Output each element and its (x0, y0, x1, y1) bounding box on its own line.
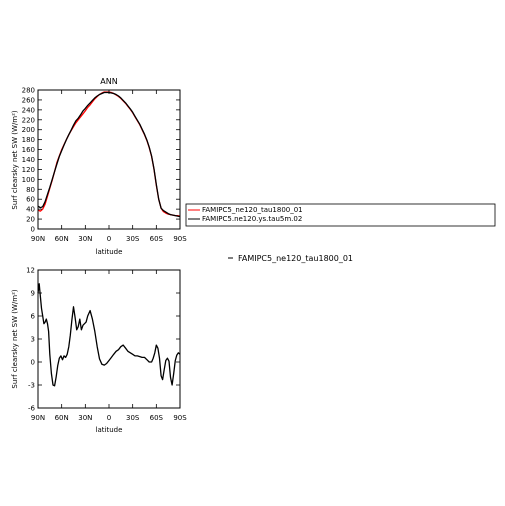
bottom-plot-frame (37, 269, 181, 409)
top-y-tick-label: 240 (22, 106, 35, 114)
top-y-tick-label: 60 (26, 196, 35, 204)
bottom-x-tick-label: 60N (55, 414, 69, 422)
bottom-x-tick-label: 60S (150, 414, 164, 422)
legend-frame (185, 203, 496, 227)
bottom-series-line-1 (37, 283, 181, 387)
top-x-tick-label: 90S (173, 235, 187, 243)
bottom-y-tick-label: 9 (31, 290, 35, 298)
top-y-tick-label: 0 (31, 226, 35, 234)
bottom-axes: 90N 60N 30N 0 30S 60S 90S -6 -3 0 3 6 9 12 (26, 267, 187, 423)
bottom-x-tick-label: 30S (126, 414, 140, 422)
top-x-tick-label: 60S (150, 235, 164, 243)
top-axes: 90N 60N 30N 0 30S 60S 90S 0 20 40 60 80 100 120 140 160… (22, 87, 188, 244)
bottom-x-axis-label: latitude (96, 426, 123, 434)
top-y-tick-label: 260 (22, 96, 35, 104)
diff-legend: FAMIPC5_ne120_tau1800_01 (228, 254, 353, 263)
top-y-tick-label: 280 (22, 87, 35, 95)
bottom-y-tick-label: 6 (31, 313, 36, 321)
bottom-x-tick-label: 90N (31, 414, 45, 422)
top-x-tick-label: 60N (55, 235, 69, 243)
top-y-tick-label: 140 (22, 156, 35, 164)
top-x-tick-label: 30N (78, 235, 92, 243)
bottom-x-tick-label: 30N (78, 414, 92, 422)
legend-label-2: FAMIPC5.ne120.ys.tau5m.02 (202, 215, 302, 223)
bottom-series-group (37, 283, 181, 387)
bottom-x-tick-label: 0 (107, 414, 111, 422)
top-x-tick-label: 90N (31, 235, 45, 243)
top-y-tick-label: 100 (22, 176, 35, 184)
top-y-tick-label: 220 (22, 116, 35, 124)
bottom-y-tick-label: 0 (31, 359, 35, 367)
top-y-tick-label: 180 (22, 136, 35, 144)
bottom-y-tick-label: -6 (28, 405, 36, 413)
legend: FAMIPC5_ne120_tau1800_01 FAMIPC5.ne120.y… (185, 203, 496, 227)
bottom-y-tick-label: 3 (31, 336, 35, 344)
diff-legend-label: FAMIPC5_ne120_tau1800_01 (238, 254, 353, 263)
top-y-tick-label: 40 (26, 206, 35, 214)
top-x-tick-label: 0 (107, 235, 111, 243)
top-y-tick-label: 80 (26, 186, 35, 194)
top-x-tick-label: 30S (126, 235, 140, 243)
top-y-tick-label: 20 (26, 216, 35, 224)
top-y-tick-label: 200 (22, 126, 35, 134)
bottom-y-tick-label: -3 (28, 382, 35, 390)
bottom-y-tick-label: 12 (26, 267, 35, 275)
top-series-group (37, 91, 181, 218)
bottom-chart: 90N 60N 30N 0 30S 60S 90S -6 -3 0 3 6 9 12 latitude S… (11, 267, 187, 435)
top-plot-frame (37, 89, 181, 230)
top-y-axis-label: Surf clearsky net SW (W/m²) (11, 110, 19, 209)
bottom-x-tick-label: 90S (173, 414, 187, 422)
top-chart: ANN 90N 60N 30N 0 30S 60S 90S 0 20 40 60 80 100 120 14… (11, 77, 187, 256)
top-y-tick-label: 120 (22, 166, 35, 174)
chart-title: ANN (100, 77, 117, 86)
bottom-y-axis-label: Surf clearsky net SW (W/m²) (11, 289, 19, 388)
top-x-axis-label: latitude (96, 248, 123, 256)
top-y-tick-label: 160 (22, 146, 35, 154)
legend-label-1: FAMIPC5_ne120_tau1800_01 (202, 206, 303, 214)
